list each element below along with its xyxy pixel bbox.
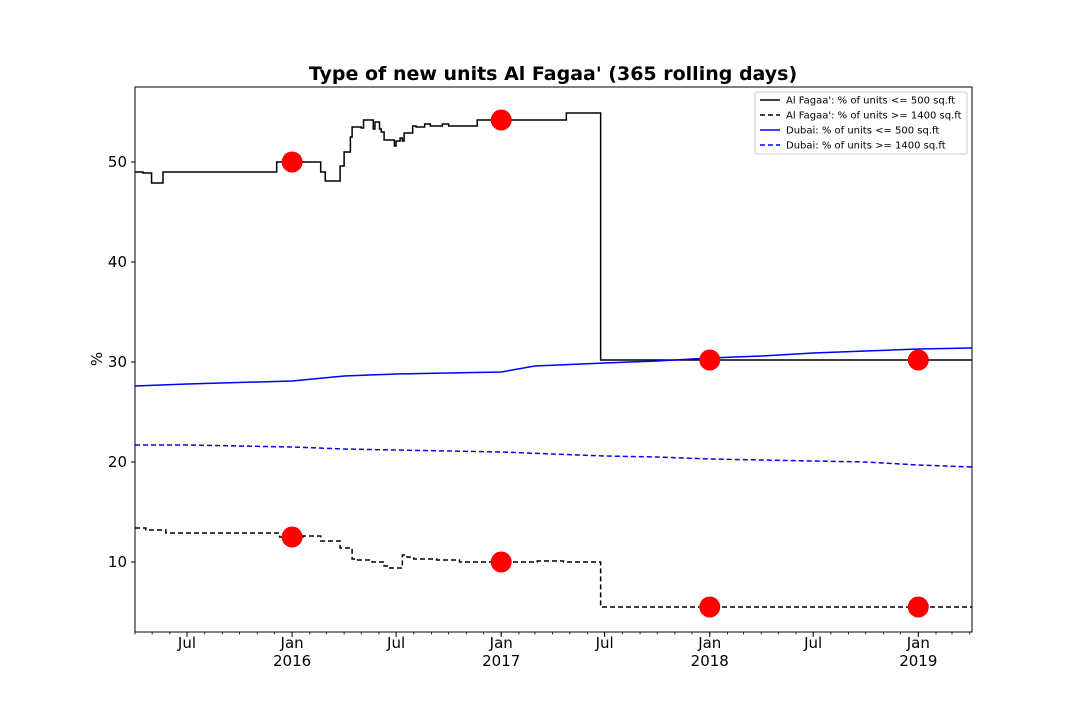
red-marker-point xyxy=(281,526,303,548)
x-tick-label: Jul xyxy=(595,634,614,652)
x-tick-label: Jul xyxy=(177,634,196,652)
y-tick-label: 20 xyxy=(108,453,127,471)
series-line-1 xyxy=(135,112,972,361)
marker-layer xyxy=(281,109,929,618)
y-axis-label: % xyxy=(88,352,106,366)
x-tick-label: Jan xyxy=(489,634,513,652)
red-marker-point xyxy=(907,349,929,371)
series-line-2 xyxy=(135,527,972,608)
plot-area-frame xyxy=(134,86,973,633)
red-marker-point xyxy=(699,349,721,371)
red-marker-point xyxy=(907,596,929,618)
red-marker-point xyxy=(490,109,512,131)
series-line-3 xyxy=(134,347,973,387)
legend-entry-label: Dubai: % of units <= 500 sq.ft xyxy=(786,126,939,137)
legend-entry-label: Al Fagaa': % of units >= 1400 sq.ft xyxy=(786,111,962,122)
x-tick-label: Jul xyxy=(803,634,822,652)
chart-title: Type of new units Al Fagaa' (365 rolling… xyxy=(309,63,797,85)
x-tick-year-label: 2018 xyxy=(691,652,729,670)
y-tick-label: 30 xyxy=(108,353,127,371)
red-marker-point xyxy=(490,551,512,573)
x-tick-year-label: 2017 xyxy=(482,652,520,670)
x-tick-label: Jan xyxy=(906,634,930,652)
y-tick-label: 50 xyxy=(108,153,127,171)
series-layer xyxy=(134,112,973,608)
red-marker-point xyxy=(281,151,303,173)
legend-entry-label: Dubai: % of units >= 1400 sq.ft xyxy=(786,141,946,152)
x-tick-year-label: 2019 xyxy=(899,652,937,670)
series-line-4 xyxy=(135,444,973,468)
x-tick-label: Jan xyxy=(697,634,721,652)
y-tick-label: 10 xyxy=(108,553,127,571)
red-marker-point xyxy=(699,596,721,618)
y-tick-label: 40 xyxy=(108,253,127,271)
x-tick-label: Jan xyxy=(280,634,304,652)
y-axis: 10 20 30 40 50 xyxy=(108,153,135,571)
legend: Al Fagaa': % of units <= 500 sq.ft Al Fag… xyxy=(754,91,968,155)
x-tick-year-label: 2016 xyxy=(273,652,311,670)
x-tick-label: Jul xyxy=(386,634,405,652)
legend-entry-label: Al Fagaa': % of units <= 500 sq.ft xyxy=(786,96,955,107)
legend-box xyxy=(754,91,968,155)
